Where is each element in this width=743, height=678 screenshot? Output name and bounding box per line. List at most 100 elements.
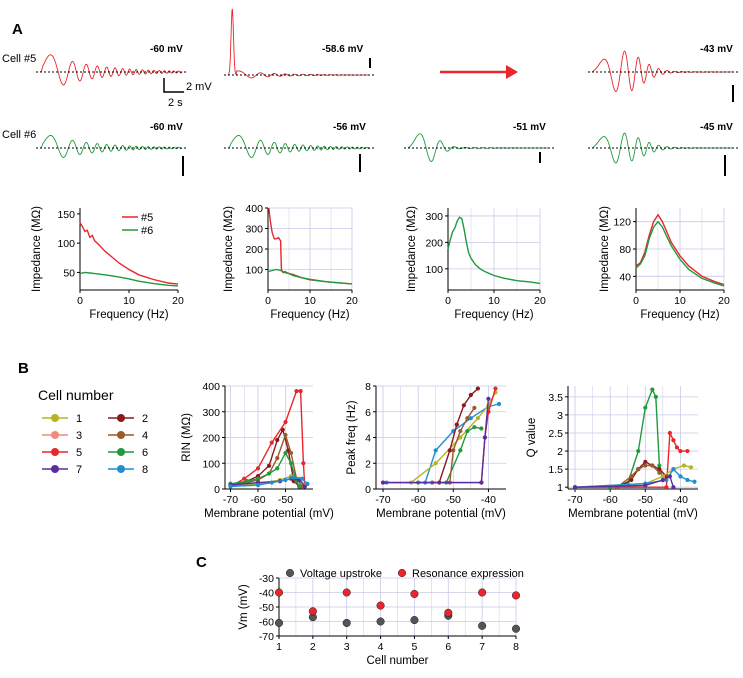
x-axis-label: Frequency (Hz) — [454, 309, 533, 321]
data-point-8-2 — [433, 448, 438, 453]
x-tick-label-2: 20 — [346, 295, 358, 307]
x-tick-label-1: 10 — [674, 295, 686, 307]
data-point-8-5 — [685, 477, 690, 483]
data-point-5-3 — [269, 440, 274, 445]
y-tick-label-1: 80 — [619, 244, 631, 256]
series-line-7 — [383, 398, 490, 484]
legend-label-cell-1: 1 — [76, 413, 82, 425]
data-point-Voltage upstroke-4 — [410, 616, 419, 625]
data-point-6-3 — [643, 405, 648, 410]
data-point-4-2 — [451, 448, 456, 453]
y-tick-label-0: 50 — [63, 267, 75, 279]
y-tick-label-1: 200 — [425, 237, 443, 249]
x-tick-label-1: 10 — [123, 295, 135, 307]
x-axis-label: Frequency (Hz) — [89, 309, 168, 321]
data-point-1-2 — [660, 474, 665, 479]
legend-label-cell-4: 4 — [142, 430, 148, 442]
y-axis-label: RIN (MΩ) — [181, 413, 193, 462]
data-point-6-5 — [283, 450, 288, 456]
x-tick-label-0: 0 — [633, 295, 639, 307]
voltage-trace-7 — [591, 132, 734, 164]
data-point-8-2 — [269, 480, 274, 485]
x-tick-label-0: 1 — [276, 641, 282, 653]
voltage-label-cell5-4: -43 mV — [700, 44, 733, 55]
legend-marker-0 — [286, 569, 295, 578]
series-line-#5 — [79, 222, 179, 285]
data-point-5-5 — [294, 389, 299, 394]
data-point-Resonance expression-7 — [512, 591, 521, 600]
y-axis-label: Q value — [526, 418, 538, 458]
y-tick-label-2: 300 — [245, 224, 263, 236]
y-axis-label: Impedance (MΩ) — [599, 206, 611, 292]
chart-peak: -70 -60 -50 -40 0 2 4 6 8 Membrane potential (mV)… — [346, 381, 506, 520]
data-point-4-4 — [650, 463, 655, 468]
x-axis-label: Frequency (Hz) — [640, 309, 719, 321]
data-point-Resonance expression-5 — [444, 608, 453, 617]
legend-marker-cell-6 — [117, 448, 125, 456]
data-point-6-3 — [266, 471, 272, 476]
cell-number-legend: Cell number 1 2 3 4 5 6 7 8 — [38, 387, 148, 476]
data-point-7-0 — [380, 480, 386, 485]
voltage-trace-1 — [39, 54, 183, 86]
data-point-1-4 — [681, 463, 687, 468]
chart-qval: -70 -60 -50 -40 1 1.5 2 2.5 3 3.5 Membrane potenti… — [526, 386, 698, 520]
x-tick-label-2: -50 — [638, 494, 653, 506]
data-point-5-6 — [298, 389, 303, 394]
charts-layer: 0 10 20 50 100 150 Frequency (Hz) Impedance (MΩ… — [31, 203, 730, 667]
voltage-label-cell6-4: -45 mV — [700, 122, 733, 133]
data-point-8-6 — [496, 401, 502, 407]
x-axis-label: Membrane potential (mV) — [204, 508, 334, 520]
legend-marker-cell-2 — [117, 414, 125, 422]
x-tick-label-3: -40 — [673, 494, 688, 506]
x-tick-label-2: 3 — [344, 641, 350, 653]
data-point-8-4 — [291, 475, 296, 480]
data-point-1-1 — [433, 461, 438, 466]
legend-marker-1 — [398, 569, 407, 578]
legend-label-cell-2: 2 — [142, 413, 148, 425]
legend-marker-cell-5 — [51, 448, 59, 456]
arrow-head-icon — [506, 65, 518, 79]
data-point-8-4 — [678, 474, 683, 479]
y-tick-label-0: 100 — [425, 264, 443, 276]
y-tick-label-2: 150 — [57, 209, 75, 221]
data-point-2-5 — [657, 467, 662, 472]
y-tick-label-2: 2 — [557, 446, 563, 458]
series-line-#5 — [635, 213, 725, 286]
x-axis-label: Membrane potential (mV) — [568, 508, 698, 520]
data-point-4-1 — [629, 474, 634, 479]
y-tick-label-2: 300 — [425, 211, 443, 223]
y-axis-label: Peak freq (Hz) — [346, 400, 358, 474]
x-tick-label-0: -70 — [567, 494, 582, 506]
data-point-5-2 — [255, 466, 261, 471]
data-point-5-5 — [678, 448, 683, 454]
data-point-5-4 — [674, 445, 680, 450]
data-point-6-4 — [275, 466, 280, 471]
x-tick-label-1: -60 — [250, 494, 265, 506]
data-point-2-3 — [643, 459, 648, 464]
data-point-5-4 — [493, 386, 498, 391]
y-tick-label-2: 200 — [202, 433, 220, 445]
voltage-label-cell6-1: -60 mV — [150, 122, 183, 133]
x-tick-label-0: -70 — [223, 494, 238, 506]
series-line-#6 — [267, 268, 353, 285]
data-point-5-7 — [301, 461, 306, 466]
legend-label-cell-8: 8 — [142, 464, 148, 476]
row-label-cell5: Cell #5 — [2, 53, 36, 65]
data-point-8-6 — [305, 481, 310, 486]
y-tick-label-0: 1 — [557, 482, 563, 494]
y-tick-label-4: 3 — [557, 410, 563, 422]
data-point-5-4 — [283, 419, 288, 425]
data-point-4-6 — [288, 450, 294, 456]
chart-rin: -70 -60 -50 0 100 200 300 400 Membrane potential… — [181, 381, 334, 520]
legend-label-cell-7: 7 — [76, 464, 82, 476]
legend-label-0: #5 — [141, 212, 153, 224]
legend-marker-cell-3 — [51, 431, 59, 439]
data-point-7-4 — [671, 485, 676, 490]
data-point-6-5 — [653, 394, 658, 399]
data-point-2-3 — [461, 403, 466, 408]
data-point-6-4 — [650, 387, 655, 392]
legend-title: Cell number — [38, 387, 114, 403]
voltage-label-cell6-2: -56 mV — [333, 122, 366, 133]
data-point-Resonance expression-0 — [275, 588, 284, 597]
